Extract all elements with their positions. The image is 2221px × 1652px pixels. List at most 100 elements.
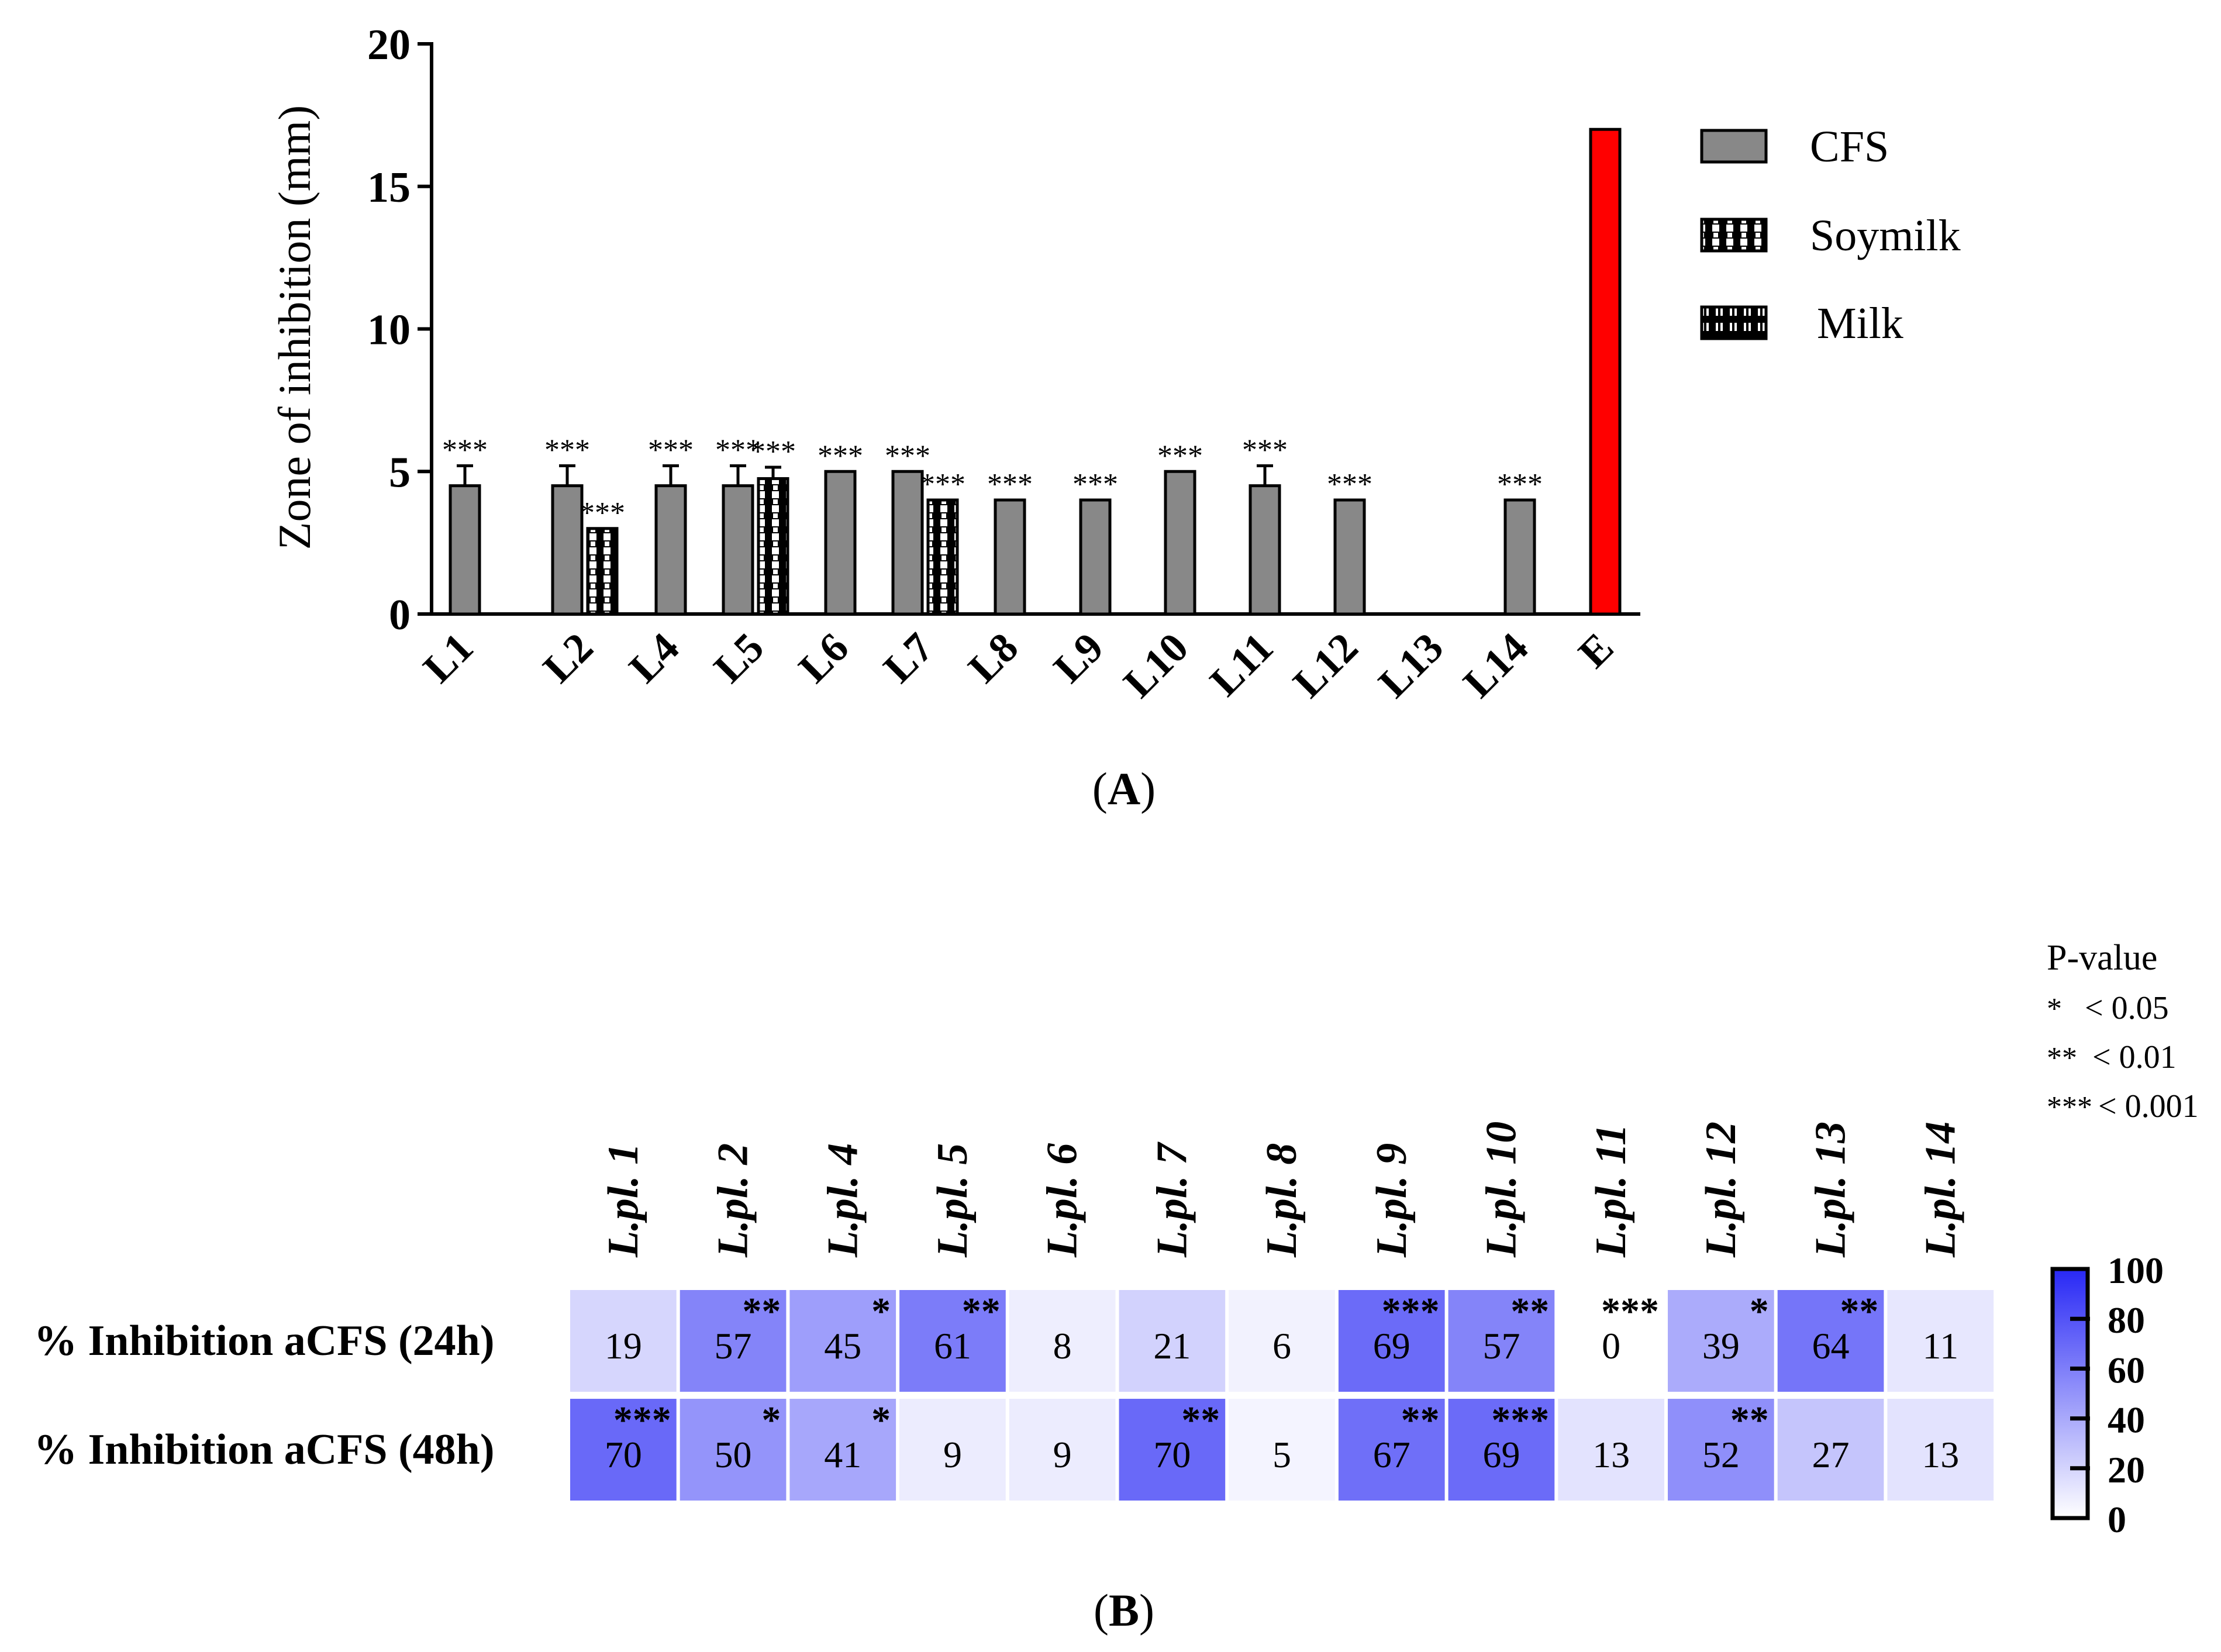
heatmap-cell bbox=[1668, 1399, 1774, 1501]
cell-significance: * bbox=[871, 1399, 891, 1441]
cfs-bar bbox=[824, 470, 857, 616]
colorbar-tick-label: 80 bbox=[2108, 1299, 2145, 1341]
soymilk-bar bbox=[586, 527, 619, 616]
significance-label: *** bbox=[1327, 468, 1372, 501]
heatmap-cell bbox=[789, 1290, 896, 1392]
significance-label: *** bbox=[1157, 439, 1203, 473]
p-value-threshold: < 0.01 bbox=[2092, 1039, 2177, 1075]
significance-label: *** bbox=[442, 434, 488, 467]
cell-significance: ** bbox=[962, 1290, 1001, 1333]
heatmap-cell bbox=[1777, 1290, 1884, 1392]
y-tick-label: 0 bbox=[389, 591, 411, 639]
column-label: L.pl. 5 bbox=[929, 1143, 977, 1258]
heatmap-cell bbox=[1558, 1399, 1664, 1501]
heatmap-cell bbox=[570, 1399, 677, 1501]
p-value-title: P-value bbox=[2047, 938, 2157, 978]
heatmap-cell bbox=[1009, 1290, 1116, 1392]
cell-significance: ** bbox=[1181, 1399, 1220, 1441]
column-label: L.pl. 7 bbox=[1148, 1141, 1196, 1258]
control-bar bbox=[1589, 127, 1622, 616]
significance-label: *** bbox=[1497, 468, 1543, 501]
cfs-bar bbox=[1333, 498, 1366, 616]
cell-value: 45 bbox=[824, 1325, 861, 1367]
significance-label: *** bbox=[580, 496, 625, 530]
soymilk-bar bbox=[926, 498, 959, 616]
column-label: L.pl. 8 bbox=[1258, 1143, 1306, 1258]
column-label: L.pl. 10 bbox=[1477, 1122, 1525, 1258]
cell-value: 41 bbox=[824, 1434, 861, 1475]
heatmap-cell bbox=[1119, 1290, 1226, 1392]
x-tick-label: L10 bbox=[1115, 624, 1197, 706]
legend: CFS Soymilk Milk bbox=[1700, 122, 1961, 348]
cfs-bar bbox=[1503, 498, 1536, 616]
x-tick-label: L11 bbox=[1201, 624, 1282, 705]
y-tick-label: 10 bbox=[367, 306, 411, 354]
p-value-symbol: ** bbox=[2047, 1041, 2077, 1075]
cfs-bar bbox=[654, 484, 687, 616]
bars: *** ********* ****** *** ****** *** ****** ****… bbox=[442, 127, 1622, 616]
cell-significance: * bbox=[1750, 1290, 1769, 1333]
legend-label: CFS bbox=[1810, 122, 1889, 171]
heatmap-cell bbox=[1777, 1399, 1884, 1501]
cell-value: 13 bbox=[1592, 1434, 1630, 1475]
y-axis-label: Zone of inhibition (mm) bbox=[269, 105, 320, 550]
p-value-threshold: < 0.05 bbox=[2085, 990, 2169, 1026]
cell-value: 11 bbox=[1922, 1325, 1958, 1367]
heatmap-cell bbox=[680, 1399, 787, 1501]
legend-label: Milk bbox=[1817, 299, 1903, 348]
heatmap-cell bbox=[789, 1399, 896, 1501]
heatmap-cell bbox=[1229, 1290, 1335, 1392]
x-tick-label: L5 bbox=[705, 624, 772, 692]
heatmap-cell bbox=[1887, 1399, 1994, 1501]
heatmap-cells: 19 57**45*61**8 21 6 69***57**0***39*64**117… bbox=[570, 1290, 1994, 1501]
panel-a-caption: (A) bbox=[1092, 763, 1156, 814]
x-tick-label: L2 bbox=[534, 624, 602, 692]
heatmap-cell bbox=[1448, 1290, 1555, 1392]
heatmap-cell bbox=[570, 1290, 677, 1392]
cell-value: 69 bbox=[1373, 1325, 1410, 1367]
cell-value: 27 bbox=[1812, 1434, 1850, 1475]
x-tick-label: L4 bbox=[620, 624, 688, 692]
colorbar-tick-label: 0 bbox=[2108, 1499, 2126, 1540]
heatmap-cell bbox=[1119, 1399, 1226, 1501]
heatmap-cell bbox=[899, 1290, 1006, 1392]
row-label: % Inhibition aCFS (24h) bbox=[34, 1317, 494, 1365]
cell-value: 13 bbox=[1922, 1434, 1959, 1475]
x-axis-tick-labels: L1 L2 L4 L5 L6 L7 L8 L9 L10 L11 L12 L13 L14 E bbox=[414, 624, 1622, 706]
cell-value: 57 bbox=[1482, 1325, 1520, 1367]
cell-value: 9 bbox=[943, 1434, 962, 1475]
cell-significance: ** bbox=[742, 1290, 781, 1333]
cell-value: 8 bbox=[1053, 1325, 1072, 1367]
cell-significance: ** bbox=[1510, 1290, 1549, 1333]
row-label: % Inhibition aCFS (48h) bbox=[34, 1426, 494, 1474]
cell-significance: ** bbox=[1840, 1290, 1878, 1333]
cell-value: 5 bbox=[1272, 1434, 1291, 1475]
y-tick-label: 20 bbox=[367, 21, 411, 69]
cell-value: 52 bbox=[1702, 1434, 1740, 1475]
heatmap-panel: L.pl. 1 L.pl. 2 L.pl. 4 L.pl. 5 L.pl. 6 L.pl.… bbox=[34, 938, 2199, 1636]
significance-label: *** bbox=[1242, 434, 1288, 467]
significance-label: *** bbox=[750, 435, 796, 468]
heatmap-cell bbox=[1668, 1290, 1774, 1392]
x-tick-label: L6 bbox=[789, 624, 857, 692]
column-label: L.pl. 14 bbox=[1916, 1122, 1964, 1258]
legend-swatch bbox=[1700, 218, 1768, 253]
x-tick-label: L13 bbox=[1370, 624, 1452, 706]
heatmap-cell bbox=[1448, 1399, 1555, 1501]
heatmap-cell bbox=[899, 1399, 1006, 1501]
x-tick-label: L1 bbox=[414, 624, 482, 692]
cell-value: 9 bbox=[1053, 1434, 1072, 1475]
cell-significance: * bbox=[871, 1290, 891, 1333]
cell-significance: ** bbox=[1730, 1399, 1769, 1441]
cfs-bar bbox=[1079, 498, 1112, 616]
cfs-bar bbox=[1249, 484, 1281, 616]
y-tick-label: 5 bbox=[389, 449, 411, 496]
cell-significance: ** bbox=[1401, 1399, 1440, 1441]
significance-label: *** bbox=[885, 439, 930, 473]
column-label: L.pl. 1 bbox=[599, 1143, 647, 1258]
p-value-threshold: < 0.001 bbox=[2098, 1088, 2199, 1125]
cell-value: 6 bbox=[1272, 1325, 1291, 1367]
significance-label: *** bbox=[920, 468, 965, 501]
cell-significance: *** bbox=[1601, 1290, 1659, 1333]
